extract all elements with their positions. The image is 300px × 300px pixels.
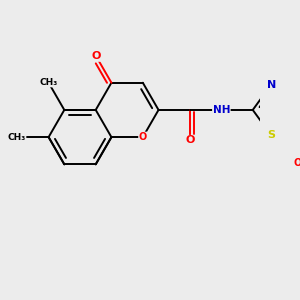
Text: O: O bbox=[139, 132, 147, 142]
Text: N: N bbox=[267, 80, 276, 89]
Text: O: O bbox=[294, 158, 300, 168]
Text: CH₃: CH₃ bbox=[39, 78, 58, 87]
Text: NH: NH bbox=[213, 105, 230, 115]
Text: CH₃: CH₃ bbox=[8, 133, 26, 142]
Text: S: S bbox=[267, 130, 275, 140]
Text: O: O bbox=[185, 136, 195, 146]
Text: O: O bbox=[92, 51, 101, 61]
